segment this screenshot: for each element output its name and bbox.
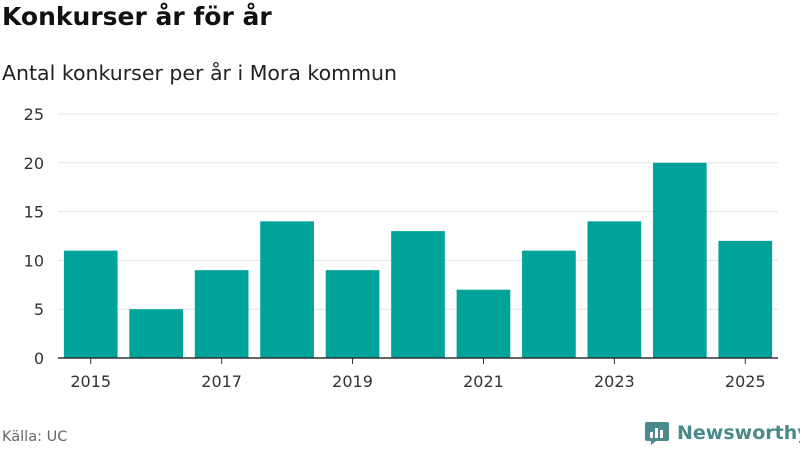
y-tick-label: 15 — [24, 203, 44, 222]
bar-2020 — [391, 231, 445, 358]
y-tick-label: 20 — [24, 154, 44, 173]
y-tick-label: 5 — [34, 300, 44, 319]
bar-2021 — [456, 289, 511, 358]
chart-subtitle: Antal konkurser per år i Mora kommun — [2, 61, 398, 85]
newsworthy-logo-icon — [645, 422, 669, 445]
x-tick-label: 2019 — [332, 372, 373, 391]
source-note: Källa: UC — [2, 429, 68, 445]
bar-2024 — [652, 162, 707, 358]
y-tick-label: 25 — [24, 105, 44, 124]
x-tick-label: 2021 — [463, 372, 504, 391]
x-tick-label: 2025 — [725, 372, 766, 391]
bar-2015 — [63, 250, 118, 358]
y-tick-label: 0 — [34, 349, 44, 368]
chart-title: Konkurser år för år — [2, 2, 272, 31]
bar-2016 — [129, 309, 184, 358]
brand-logo: Newsworthy — [644, 420, 800, 446]
bar-2017 — [194, 270, 249, 358]
bar-2022 — [522, 250, 576, 358]
bar-2023 — [587, 221, 642, 358]
bar-2019 — [325, 270, 380, 358]
x-tick-label: 2023 — [594, 372, 635, 391]
x-tick-label: 2017 — [201, 372, 242, 391]
brand-name: Newsworthy — [677, 422, 800, 444]
bar-2025 — [718, 240, 773, 358]
bar-2018 — [260, 221, 314, 358]
x-tick-label: 2015 — [70, 372, 111, 391]
y-tick-label: 10 — [24, 251, 44, 270]
